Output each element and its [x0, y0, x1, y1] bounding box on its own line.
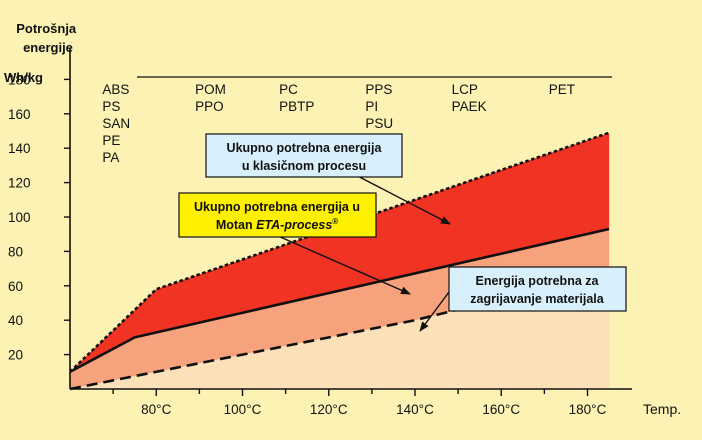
- y-ticks: 20 40 60 80 100 120 140 160 180: [8, 72, 70, 363]
- y-tick-label-60: 60: [8, 279, 23, 294]
- y-tick-label-40: 40: [8, 313, 23, 328]
- y-tick-label-100: 100: [8, 210, 31, 225]
- callout-classic-line1: Ukupno potrebna energija: [227, 141, 383, 155]
- callout-classic-process: Ukupno potrebna energija u klasičnom pro…: [205, 133, 403, 178]
- callout-heating-line2: zagrijavanje materijala: [470, 292, 604, 306]
- material-ps: PS: [102, 99, 120, 114]
- material-pe: PE: [102, 133, 120, 148]
- y-tick-label-80: 80: [8, 244, 23, 259]
- material-san: SAN: [102, 116, 130, 131]
- callout-eta-process: Ukupno potrebna energija u Motan ETA-pro…: [178, 192, 377, 238]
- callout-eta-line2: Motan ETA-process®: [216, 217, 338, 232]
- material-pa: PA: [102, 150, 119, 165]
- y-tick-label-140: 140: [8, 141, 31, 156]
- material-psu: PSU: [365, 116, 393, 131]
- material-pet: PET: [549, 82, 575, 97]
- classic-callout-arrow: [347, 170, 451, 225]
- line-series-2: [69, 227, 610, 373]
- heating-callout-arrow: [419, 291, 450, 332]
- material-ppo: PPO: [195, 99, 224, 114]
- materials-table: ABS PS SAN PE PA POM PPO PC PBTP PPS PI PSU LCP PAEK P…: [102, 82, 575, 165]
- callout-heating-material: Energija potrebna za zagrijavanje materi…: [448, 266, 627, 312]
- x-tick-label-80: 80°C: [141, 402, 171, 417]
- callout-classic-line2: u klasičnom procesu: [242, 159, 366, 173]
- x-axis-title: Temp.: [643, 401, 681, 417]
- callout-eta-line1: Ukupno potrebna energija u: [194, 200, 360, 214]
- material-paek: PAEK: [452, 99, 487, 114]
- material-pps: PPS: [365, 82, 392, 97]
- material-pbtp: PBTP: [279, 99, 314, 114]
- y-tick-label-120: 120: [8, 176, 31, 191]
- material-lcp: LCP: [452, 82, 478, 97]
- y-tick-label-180: 180: [8, 72, 31, 87]
- material-abs: ABS: [102, 82, 129, 97]
- eta-callout-arrow: [277, 235, 411, 295]
- material-pi: PI: [365, 99, 378, 114]
- x-tick-label-180: 180°C: [569, 402, 607, 417]
- y-tick-label-160: 160: [8, 107, 31, 122]
- x-tick-label-120: 120°C: [310, 402, 348, 417]
- x-tick-label-140: 140°C: [396, 402, 434, 417]
- y-axis-unit: Wh/kg: [4, 70, 43, 85]
- x-ticks: 80°C 100°C 120°C 140°C 160°C 180°C: [112, 389, 607, 417]
- area-series-3: [70, 272, 610, 389]
- material-pc: PC: [279, 82, 298, 97]
- material-pom: POM: [195, 82, 226, 97]
- x-tick-label-160: 160°C: [482, 402, 520, 417]
- y-axis-title: Potrošnja energije: [16, 21, 80, 55]
- y-tick-label-20: 20: [8, 348, 23, 363]
- x-tick-label-100: 100°C: [224, 402, 262, 417]
- callout-heating-line1: Energija potrebna za: [476, 274, 600, 288]
- line-series-1: [69, 131, 610, 373]
